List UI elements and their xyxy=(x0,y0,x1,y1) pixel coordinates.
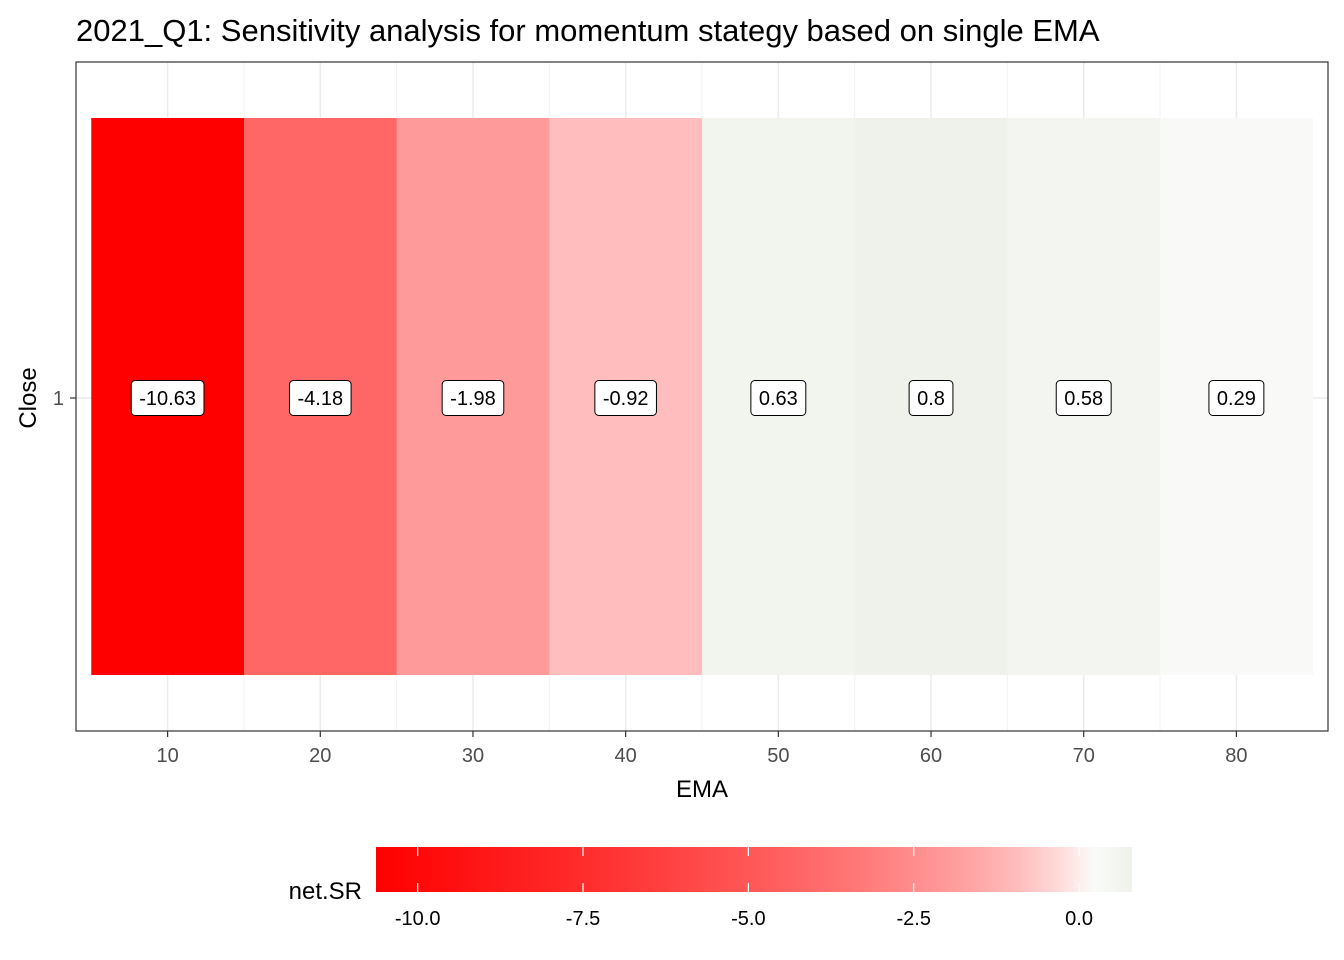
x-axis-title: EMA xyxy=(676,776,728,803)
cell-label-group: 0.58 xyxy=(1055,380,1112,416)
cell-value-label: 0.63 xyxy=(759,388,798,410)
legend-tick-label: 0.0 xyxy=(1065,908,1093,930)
x-tick-label: 40 xyxy=(615,745,637,767)
legend-title: net.SR xyxy=(289,878,362,905)
cell-label-box xyxy=(441,380,505,416)
cell-value-label: -4.18 xyxy=(297,388,343,410)
x-tick-label: 20 xyxy=(309,745,331,767)
cell-label-box xyxy=(908,380,954,416)
cell-label-group: 0.8 xyxy=(908,380,954,416)
cell-label-group: -4.18 xyxy=(288,380,352,416)
legend-tick-label: -2.5 xyxy=(896,908,930,930)
x-tick-label: 60 xyxy=(920,745,942,767)
x-tick-label: 50 xyxy=(767,745,789,767)
cell-value-label: 0.8 xyxy=(917,388,945,410)
cell-label-group: 0.63 xyxy=(750,380,807,416)
chart-title: 2021_Q1: Sensitivity analysis for moment… xyxy=(76,13,1100,48)
cell-value-label: -1.98 xyxy=(450,388,496,410)
legend-tick-label: -5.0 xyxy=(731,908,765,930)
y-tick-label: 1 xyxy=(53,388,64,410)
panel-border xyxy=(75,61,1329,732)
legend-tick-label: -7.5 xyxy=(566,908,600,930)
cell-label-group: -0.92 xyxy=(594,380,657,416)
x-tick-label: 70 xyxy=(1073,745,1095,767)
cell-value-label: -0.92 xyxy=(603,388,649,410)
y-axis-title: Close xyxy=(15,367,42,428)
x-tick-label: 10 xyxy=(156,745,178,767)
cell-value-label: 0.58 xyxy=(1064,388,1103,410)
cell-label-box xyxy=(1055,380,1112,416)
cell-label-box xyxy=(594,380,657,416)
legend-colorbar xyxy=(376,847,1132,892)
cell-value-label: 0.29 xyxy=(1217,388,1256,410)
plot-panel: -10.63 -4.18 -1.98 -0.92 0.63 0.8 0.58 0.29 10 20… xyxy=(53,61,1329,767)
cell-label-box xyxy=(750,380,807,416)
cell-label-group: 0.29 xyxy=(1208,380,1265,416)
x-tick-label: 80 xyxy=(1225,745,1247,767)
cell-label-box xyxy=(1208,380,1265,416)
cell-value-label: -10.63 xyxy=(139,388,196,410)
cell-label-group: -10.63 xyxy=(130,380,205,416)
cell-label-group: -1.98 xyxy=(441,380,505,416)
cell-label-box xyxy=(288,380,352,416)
legend-tick-label: -10.0 xyxy=(395,908,441,930)
cell-label-box xyxy=(130,380,205,416)
color-legend: net.SR -10.0 -7.5 -5.0 -2.5 0.0 xyxy=(289,847,1132,930)
x-tick-label: 30 xyxy=(462,745,484,767)
